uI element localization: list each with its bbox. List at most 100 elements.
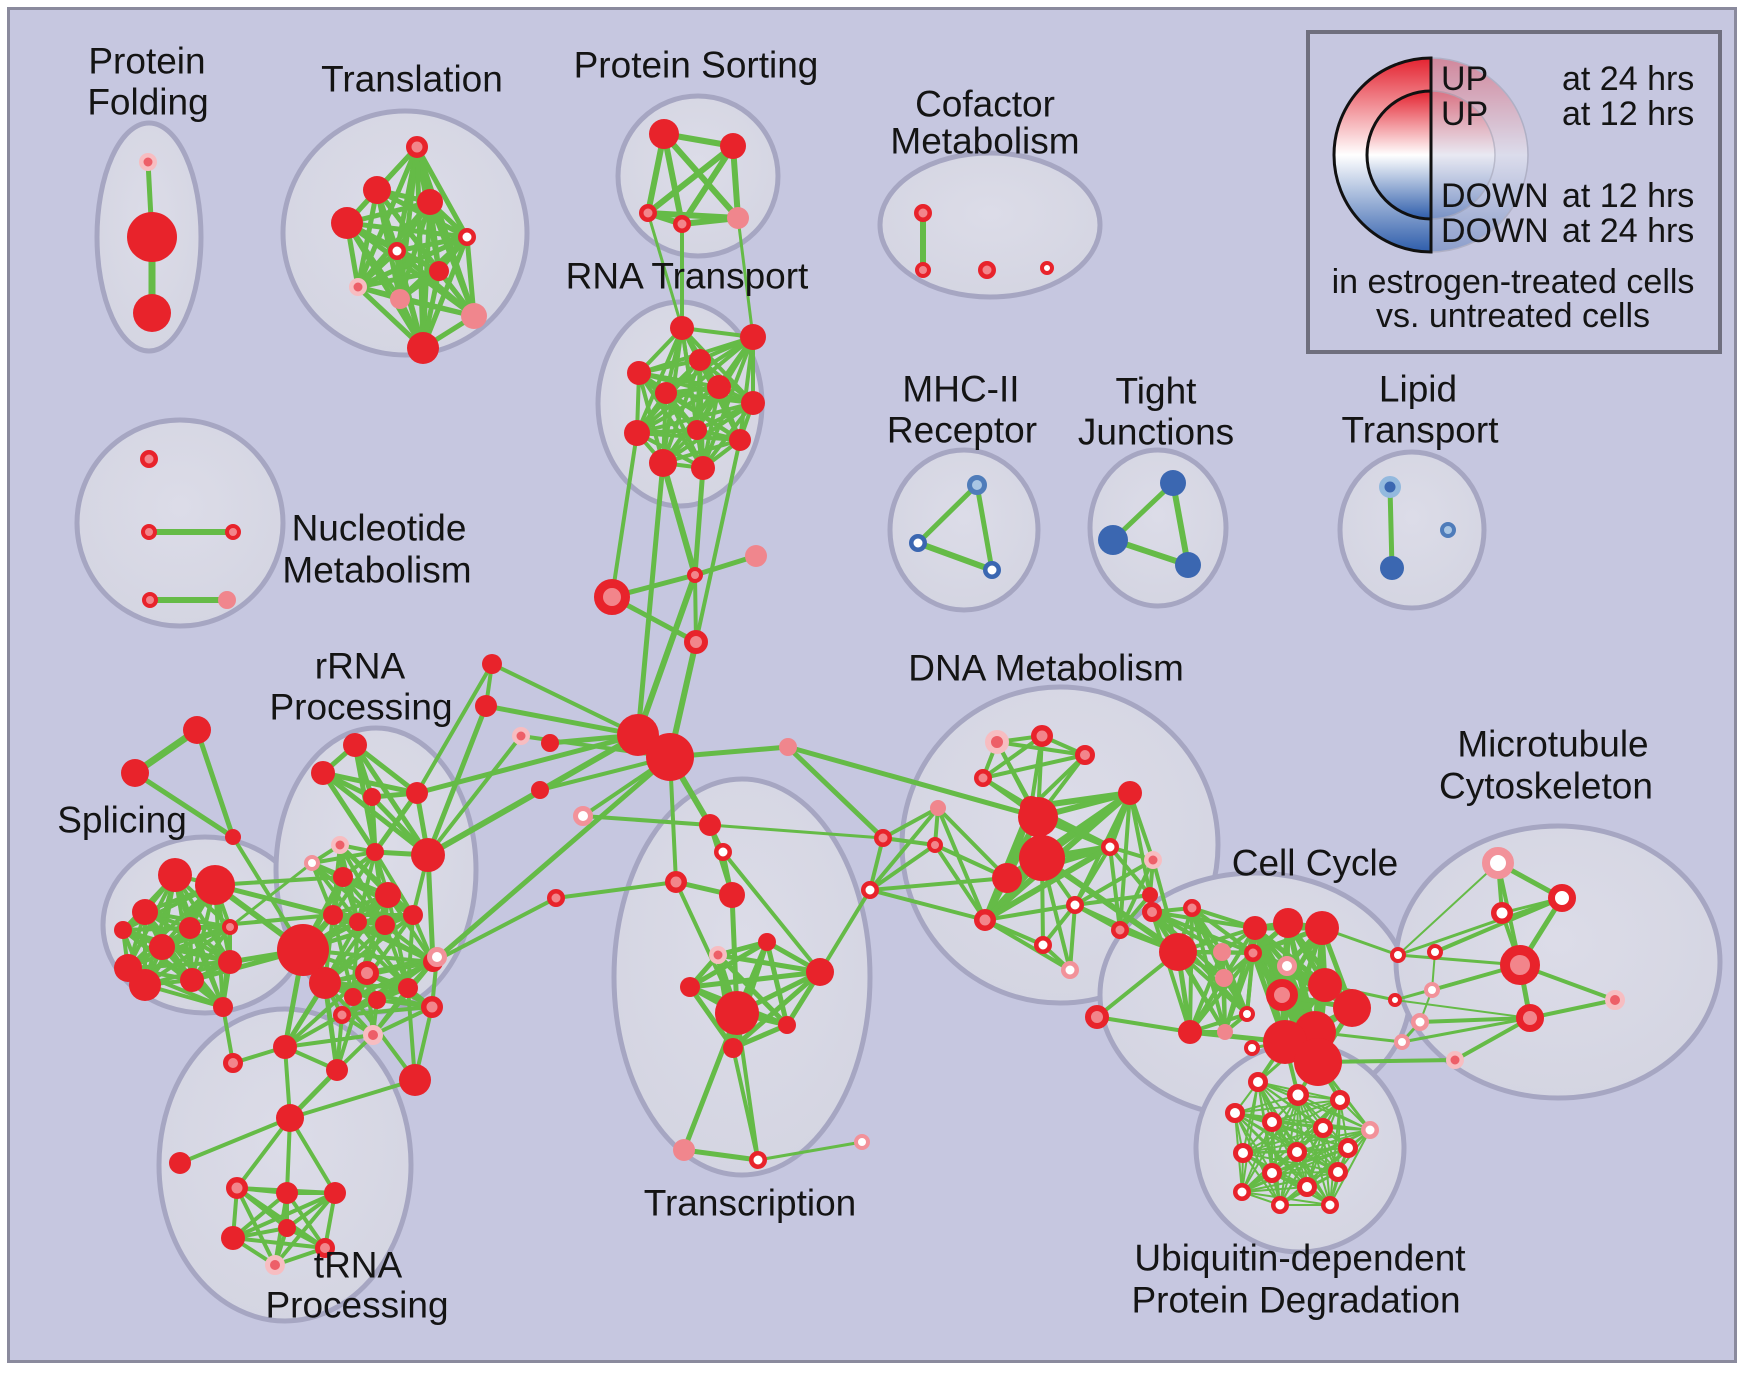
gene-node	[1217, 1024, 1233, 1040]
gene-node	[407, 332, 439, 364]
gene-node	[475, 695, 497, 717]
gene-node	[223, 1053, 243, 1073]
gene-node	[1142, 902, 1162, 922]
cluster-label-protein-folding: Protein	[88, 41, 205, 82]
gene-node	[714, 843, 732, 861]
gene-node	[1085, 1005, 1109, 1029]
gene-node	[1244, 944, 1262, 962]
gene-node	[689, 349, 711, 371]
edge	[194, 727, 236, 840]
gene-node	[915, 262, 931, 278]
cluster-label-dna-metabolism: DNA Metabolism	[908, 648, 1184, 689]
gene-node	[1305, 911, 1339, 945]
gene-node	[778, 1016, 796, 1034]
gene-node	[226, 1177, 248, 1199]
edge	[738, 335, 755, 442]
edge	[715, 952, 823, 975]
edge	[983, 918, 1072, 972]
gene-node	[315, 1238, 335, 1258]
edge	[415, 662, 494, 795]
gene-node	[142, 592, 158, 608]
gene-node	[909, 534, 927, 552]
edge	[273, 1191, 337, 1267]
edge	[881, 806, 940, 840]
edge	[635, 385, 721, 435]
edge	[764, 939, 790, 1028]
edge	[974, 482, 995, 573]
cluster-label-ubiquitin-degradation: Protein Degradation	[1131, 1280, 1460, 1321]
edge	[785, 744, 886, 841]
edge	[1128, 791, 1152, 897]
edge	[231, 1236, 327, 1250]
gene-node	[213, 997, 233, 1017]
gene-node	[326, 1059, 348, 1081]
edge	[1073, 858, 1155, 907]
gene-node	[707, 375, 731, 399]
edge	[394, 234, 470, 254]
edge	[1418, 1016, 1532, 1024]
gene-node	[121, 759, 149, 787]
edge	[320, 770, 431, 858]
edge	[178, 1116, 292, 1165]
gene-node	[1018, 797, 1058, 837]
gene-node	[1244, 1040, 1260, 1056]
edge	[610, 431, 639, 599]
edge	[681, 1147, 761, 1163]
gene-node	[278, 1219, 296, 1237]
gene-node	[861, 881, 879, 899]
gene-node	[699, 814, 721, 836]
gene-node	[218, 950, 242, 974]
cluster-lipid-transport	[1337, 449, 1487, 611]
gene-node	[687, 420, 707, 440]
gene-node	[639, 204, 657, 222]
gene-node	[1380, 556, 1404, 580]
edge	[868, 806, 940, 892]
edge	[331, 850, 377, 917]
gene-node	[141, 524, 157, 540]
gene-node	[531, 781, 549, 799]
gene-node	[729, 429, 751, 451]
gene-node	[665, 871, 687, 893]
cluster-label-cofactor-metabolism: Cofactor	[915, 84, 1055, 125]
edge	[1394, 999, 1531, 1019]
gene-node	[740, 324, 766, 350]
edge	[692, 465, 706, 578]
edge	[1150, 910, 1249, 1016]
gene-node	[363, 1025, 383, 1045]
edge	[1241, 1094, 1299, 1193]
legend-ring-inner	[1365, 89, 1433, 221]
gene-node	[429, 261, 449, 281]
edge	[635, 460, 666, 738]
gene-node	[277, 924, 329, 976]
edge	[1271, 1121, 1281, 1206]
gene-node	[375, 882, 401, 908]
edge	[310, 850, 377, 865]
gene-node	[1516, 1004, 1544, 1032]
edge	[635, 572, 698, 738]
cluster-label-nucleotide-metabolism: Metabolism	[282, 550, 471, 591]
edge	[687, 984, 736, 1051]
gene-node	[311, 761, 335, 785]
edge	[1073, 893, 1152, 907]
gene-node	[1213, 943, 1231, 961]
cluster-label-protein-folding: Folding	[87, 82, 208, 123]
gene-node	[1394, 1034, 1410, 1050]
edge	[661, 358, 702, 465]
edge	[785, 744, 1041, 820]
edge	[288, 1116, 337, 1195]
gene-node	[1321, 1196, 1339, 1214]
gene-node	[779, 738, 797, 756]
gene-node	[461, 303, 487, 329]
gene-node	[363, 788, 381, 806]
gene-node	[1440, 522, 1456, 538]
edge	[915, 482, 980, 546]
gene-node	[333, 1006, 351, 1024]
cluster-label-protein-sorting: Protein Sorting	[574, 45, 819, 86]
gene-node	[323, 905, 343, 925]
gene-node	[655, 382, 677, 404]
gene-node	[992, 863, 1022, 893]
legend-direction-label: UP	[1441, 60, 1488, 98]
cluster-label-mhc-ii-receptor: Receptor	[887, 410, 1037, 451]
